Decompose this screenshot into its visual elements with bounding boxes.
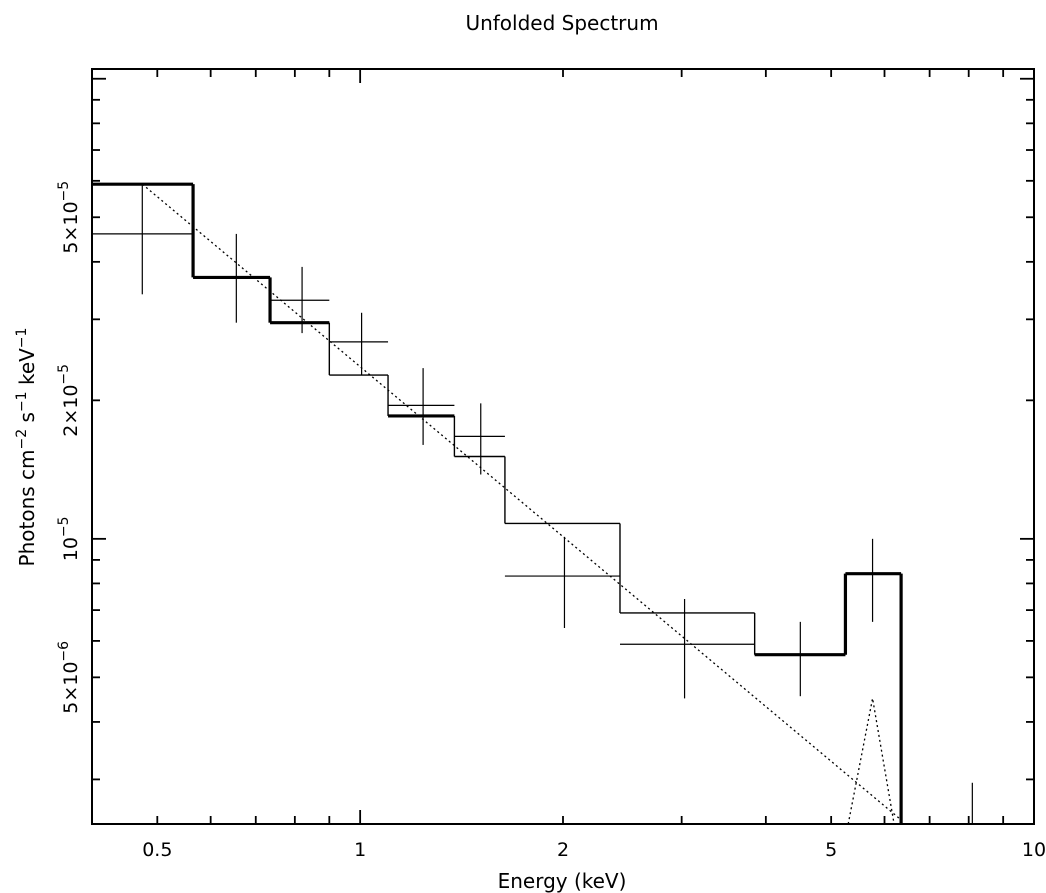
line-component — [847, 698, 895, 825]
x-tick-label: 2 — [557, 839, 569, 861]
x-axis-label: Energy (keV) — [498, 869, 627, 893]
y-tick-label: 2×10−5 — [56, 364, 82, 437]
y-tick-label: 10−5 — [56, 516, 82, 561]
x-tick-label: 5 — [825, 839, 837, 861]
plot-frame — [91, 68, 1035, 825]
axis-ticks — [91, 69, 1035, 824]
x-tick-label: 10 — [1022, 839, 1046, 861]
y-axis-label: Photons cm−2 s−1 keV−1 — [14, 328, 39, 567]
plot-marks — [92, 182, 973, 825]
x-tick-label: 1 — [354, 839, 366, 861]
y-tick-label: 5×10−6 — [56, 641, 82, 714]
y-tick-label: 5×10−5 — [56, 181, 82, 254]
chart-title: Unfolded Spectrum — [465, 11, 658, 35]
x-tick-labels: 0.5 1 2 5 10 — [142, 839, 1046, 861]
x-tick-label: 0.5 — [142, 839, 172, 861]
y-tick-labels: 5×10−6 10−5 2×10−5 5×10−5 — [56, 181, 82, 714]
continuum-model-line — [141, 183, 902, 821]
